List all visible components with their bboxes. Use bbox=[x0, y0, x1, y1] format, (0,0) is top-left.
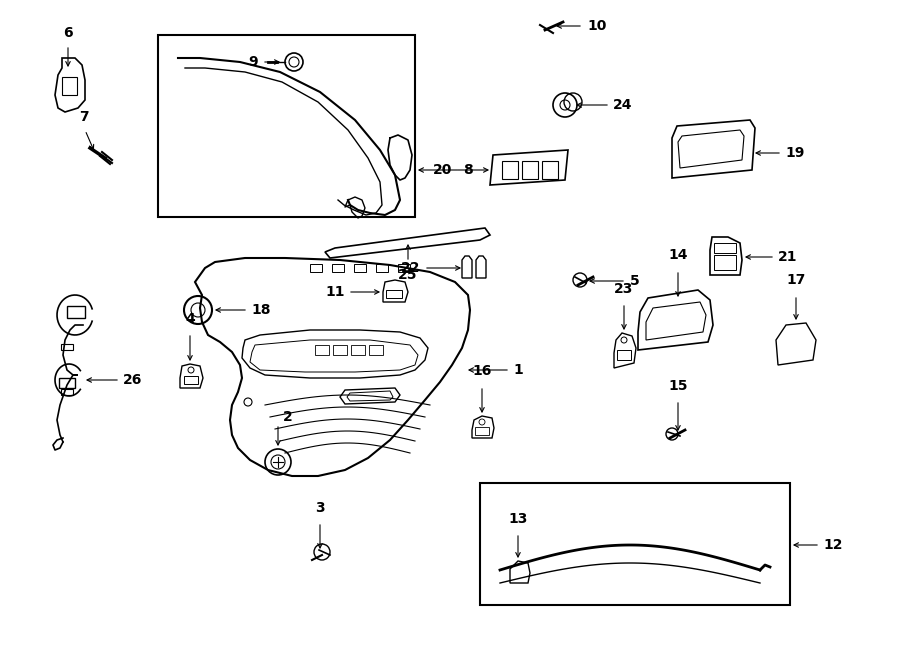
Bar bbox=[542, 161, 558, 179]
Bar bbox=[62, 77, 77, 95]
Text: 14: 14 bbox=[668, 248, 688, 262]
Text: 5: 5 bbox=[630, 274, 640, 288]
Bar bbox=[376, 264, 388, 272]
Bar bbox=[158, 35, 415, 217]
Text: 22: 22 bbox=[400, 261, 420, 275]
Text: 11: 11 bbox=[326, 285, 345, 299]
Bar bbox=[369, 345, 383, 355]
Text: 25: 25 bbox=[398, 268, 418, 282]
Bar bbox=[351, 345, 365, 355]
Text: 8: 8 bbox=[463, 163, 473, 177]
Text: 10: 10 bbox=[587, 19, 607, 33]
Text: 12: 12 bbox=[823, 538, 842, 552]
Bar bbox=[522, 161, 538, 179]
Text: 24: 24 bbox=[613, 98, 633, 112]
Bar bbox=[386, 290, 402, 298]
Text: 13: 13 bbox=[508, 512, 527, 526]
Bar bbox=[714, 243, 736, 253]
Bar bbox=[315, 345, 329, 355]
Bar bbox=[398, 264, 410, 272]
Bar bbox=[332, 264, 344, 272]
Bar bbox=[61, 344, 73, 350]
Bar bbox=[480, 483, 790, 605]
Text: 9: 9 bbox=[248, 55, 258, 69]
Text: 16: 16 bbox=[472, 364, 491, 378]
Text: 6: 6 bbox=[63, 26, 73, 40]
Bar bbox=[714, 255, 736, 270]
Text: 19: 19 bbox=[785, 146, 805, 160]
Bar bbox=[67, 306, 85, 318]
Text: 4: 4 bbox=[185, 312, 195, 326]
Text: 21: 21 bbox=[778, 250, 797, 264]
Text: 20: 20 bbox=[433, 163, 452, 177]
Text: 23: 23 bbox=[615, 282, 634, 296]
Text: 15: 15 bbox=[668, 379, 688, 393]
Bar bbox=[354, 264, 366, 272]
Bar bbox=[617, 350, 631, 360]
Bar bbox=[184, 376, 198, 384]
Text: 1: 1 bbox=[513, 363, 523, 377]
Text: 7: 7 bbox=[79, 110, 89, 124]
Bar bbox=[502, 161, 518, 179]
Text: 17: 17 bbox=[787, 273, 806, 287]
Text: 2: 2 bbox=[283, 410, 293, 424]
Text: 26: 26 bbox=[123, 373, 142, 387]
Bar bbox=[61, 389, 73, 395]
Bar bbox=[475, 427, 489, 435]
Bar bbox=[333, 345, 347, 355]
Bar bbox=[310, 264, 322, 272]
Bar bbox=[59, 378, 75, 388]
Text: 18: 18 bbox=[251, 303, 271, 317]
Text: 3: 3 bbox=[315, 501, 325, 515]
